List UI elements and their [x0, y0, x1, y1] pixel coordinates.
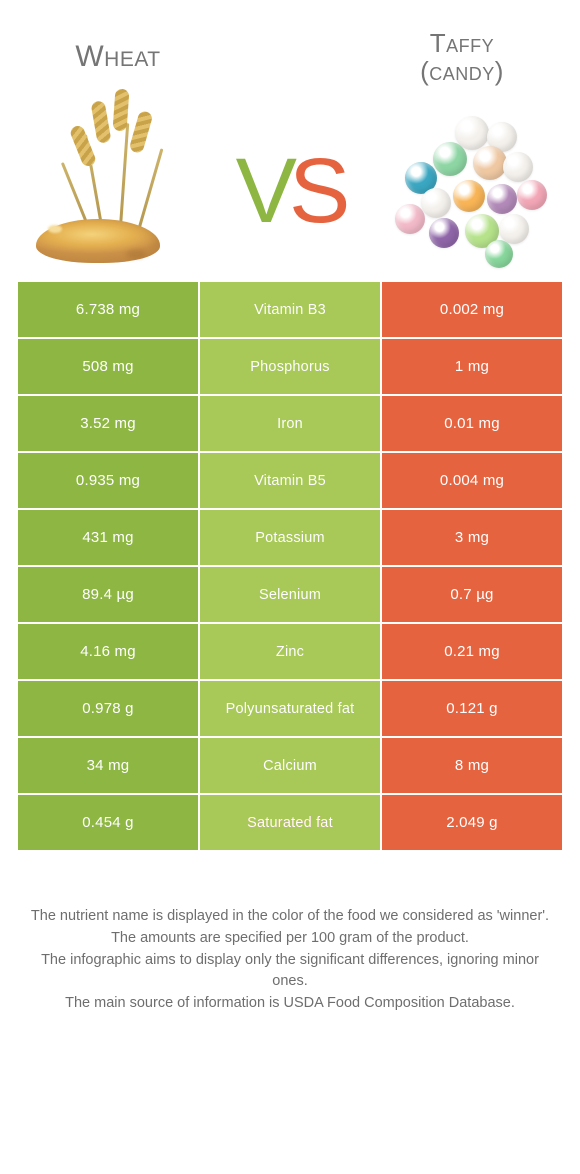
value-right: 8 mg	[382, 738, 562, 793]
value-left: 6.738 mg	[18, 282, 198, 337]
candy-piece	[421, 188, 451, 218]
candy-piece	[485, 240, 513, 268]
nutrient-name: Phosphorus	[200, 339, 380, 394]
value-right: 0.002 mg	[382, 282, 562, 337]
table-row: 508 mgPhosphorus1 mg	[18, 339, 562, 394]
footer-notes: The nutrient name is displayed in the co…	[18, 906, 562, 1015]
candy-piece	[453, 180, 485, 212]
table-row: 34 mgCalcium8 mg	[18, 738, 562, 793]
footer-line: The infographic aims to display only the…	[28, 950, 552, 994]
nutrient-name: Zinc	[200, 624, 380, 679]
value-left: 0.935 mg	[18, 453, 198, 508]
nutrient-name: Polyunsaturated fat	[200, 681, 380, 736]
value-left: 3.52 mg	[18, 396, 198, 451]
wheat-illustration	[18, 106, 212, 276]
nutrient-name: Iron	[200, 396, 380, 451]
comparison-table: 6.738 mgVitamin B30.002 mg508 mgPhosphor…	[18, 282, 562, 850]
vs-v: V	[236, 145, 291, 237]
footer-line: The nutrient name is displayed in the co…	[28, 906, 552, 928]
value-right: 0.121 g	[382, 681, 562, 736]
vs-label: V S	[236, 145, 345, 237]
candy-piece	[487, 184, 517, 214]
value-right: 0.004 mg	[382, 453, 562, 508]
nutrient-name: Saturated fat	[200, 795, 380, 850]
table-row: 4.16 mgZinc0.21 mg	[18, 624, 562, 679]
infographic-page: Wheat Taffy (candy) V S 6.738 mgVitamin …	[0, 0, 580, 1174]
footer-line: The main source of information is USDA F…	[28, 993, 552, 1015]
table-row: 0.935 mgVitamin B50.004 mg	[18, 453, 562, 508]
value-left: 34 mg	[18, 738, 198, 793]
value-left: 4.16 mg	[18, 624, 198, 679]
taffy-illustration	[368, 106, 562, 276]
header: Wheat Taffy (candy)	[18, 12, 562, 102]
value-right: 1 mg	[382, 339, 562, 394]
table-row: 6.738 mgVitamin B30.002 mg	[18, 282, 562, 337]
title-right-line1: Taffy	[430, 28, 494, 58]
candy-piece	[517, 180, 547, 210]
vs-s: S	[289, 145, 344, 237]
candy-piece	[429, 218, 459, 248]
nutrient-name: Vitamin B5	[200, 453, 380, 508]
taffy-icon	[375, 108, 555, 274]
table-row: 89.4 µgSelenium0.7 µg	[18, 567, 562, 622]
wheat-icon	[30, 111, 200, 271]
table-row: 0.454 gSaturated fat2.049 g	[18, 795, 562, 850]
value-right: 3 mg	[382, 510, 562, 565]
value-right: 0.01 mg	[382, 396, 562, 451]
value-left: 431 mg	[18, 510, 198, 565]
value-left: 0.454 g	[18, 795, 198, 850]
title-right-line2: (candy)	[420, 56, 504, 86]
value-right: 0.21 mg	[382, 624, 562, 679]
title-right: Taffy (candy)	[362, 29, 562, 85]
table-row: 431 mgPotassium3 mg	[18, 510, 562, 565]
value-right: 0.7 µg	[382, 567, 562, 622]
candy-piece	[473, 146, 507, 180]
nutrient-name: Potassium	[200, 510, 380, 565]
nutrient-name: Calcium	[200, 738, 380, 793]
candy-piece	[503, 152, 533, 182]
title-left: Wheat	[18, 41, 218, 73]
candy-piece	[395, 204, 425, 234]
nutrient-name: Selenium	[200, 567, 380, 622]
candy-piece	[433, 142, 467, 176]
candy-piece	[499, 214, 529, 244]
value-left: 0.978 g	[18, 681, 198, 736]
footer-line: The amounts are specified per 100 gram o…	[28, 928, 552, 950]
value-left: 508 mg	[18, 339, 198, 394]
value-left: 89.4 µg	[18, 567, 198, 622]
nutrient-name: Vitamin B3	[200, 282, 380, 337]
table-row: 3.52 mgIron0.01 mg	[18, 396, 562, 451]
value-right: 2.049 g	[382, 795, 562, 850]
illustration-row: V S	[18, 102, 562, 280]
table-row: 0.978 gPolyunsaturated fat0.121 g	[18, 681, 562, 736]
